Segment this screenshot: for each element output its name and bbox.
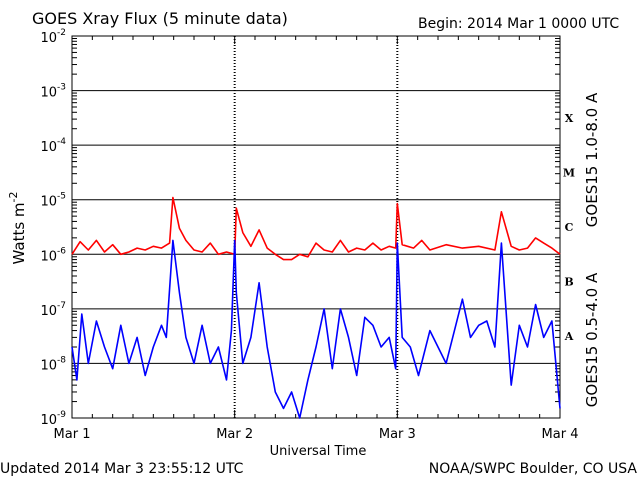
grid-lines (71, 36, 561, 418)
y-tick-exponent: -4 (57, 137, 66, 147)
y-tick-base: 10 (40, 304, 57, 319)
y-tick-label: 10-9 (40, 410, 66, 428)
y-tick-label: 10-3 (40, 83, 66, 101)
y-tick-label: 10-8 (40, 355, 66, 373)
updated-text: Updated 2014 Mar 3 23:55:12 UTC (0, 461, 244, 477)
y-tick-label: 10-6 (40, 246, 66, 264)
y-tick-exponent: -8 (57, 355, 66, 365)
series-line-short-channel (71, 239, 561, 419)
x-tick-label: Mar 4 (542, 427, 579, 442)
plot-frame (71, 35, 561, 419)
x-tick-label: Mar 2 (216, 427, 253, 442)
flare-class-label: A (564, 330, 574, 343)
y-tick-label: 10-7 (40, 301, 66, 319)
x-axis-label: Universal Time (270, 444, 367, 459)
x-tick-label: Mar 3 (379, 427, 416, 442)
begin-label: Begin: 2014 Mar 1 0000 UTC (418, 16, 619, 32)
y-tick-base: 10 (40, 31, 57, 46)
y-axis-label-text: Watts m (10, 202, 28, 264)
y-tick-label: 10-4 (40, 137, 66, 155)
flare-class-label: M (563, 166, 575, 179)
y-tick-base: 10 (40, 413, 57, 428)
legend-short-channel: GOES15 0.5-4.0 A (583, 272, 601, 407)
series-layer (71, 196, 561, 419)
x-tick-label: Mar 1 (54, 427, 91, 442)
y-tick-base: 10 (40, 86, 57, 101)
y-tick-exponent: -2 (57, 28, 66, 38)
y-tick-base: 10 (40, 195, 57, 210)
flare-class-label: C (565, 221, 574, 234)
y-tick-exponent: -9 (57, 410, 66, 420)
y-tick-label: 10-5 (40, 192, 66, 210)
y-tick-label: 10-2 (40, 28, 66, 46)
y-axis-label: Watts m-2 (7, 192, 28, 265)
y-tick-exponent: -7 (57, 301, 66, 311)
credit-text: NOAA/SWPC Boulder, CO USA (429, 461, 638, 477)
flare-class-label: B (564, 276, 573, 289)
y-tick-base: 10 (40, 140, 57, 155)
flare-class-labels: A B C M X (563, 112, 575, 343)
legend-long-channel: GOES15 1.0-8.0 A (583, 92, 601, 227)
y-tick-exponent: -6 (57, 246, 66, 256)
series-line-long-channel (71, 196, 561, 261)
flare-class-label: X (565, 112, 574, 125)
x-tick-labels: Mar 1 Mar 2 Mar 3 Mar 4 (54, 427, 579, 442)
y-tick-base: 10 (40, 249, 57, 264)
chart-title: GOES Xray Flux (5 minute data) (32, 9, 288, 28)
y-tick-labels: 10-910-810-710-610-510-410-310-2 (40, 28, 66, 428)
y-tick-exponent: -5 (57, 192, 66, 202)
y-tick-exponent: -3 (57, 83, 66, 93)
y-tick-base: 10 (40, 358, 57, 373)
y-axis-label-exponent: -2 (7, 192, 20, 203)
